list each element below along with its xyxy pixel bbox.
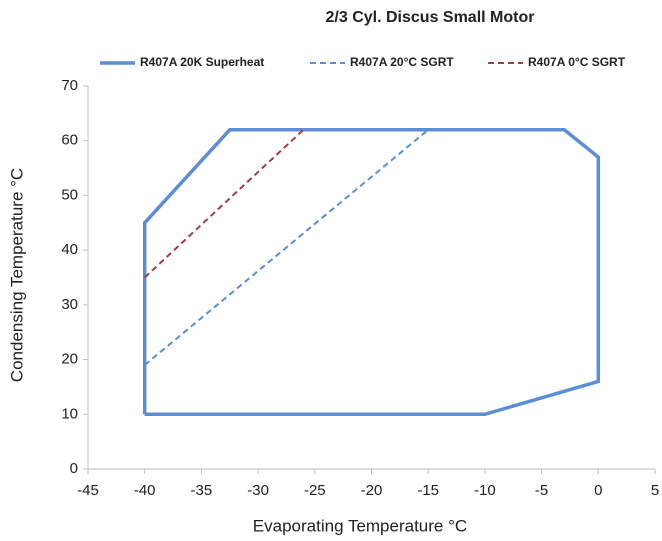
y-tick-label: 10 (61, 405, 78, 422)
y-tick-label: 30 (61, 296, 78, 313)
x-tick-label: 5 (651, 482, 659, 499)
x-tick-label: -15 (417, 482, 439, 499)
chart-title: 2/3 Cyl. Discus Small Motor (326, 9, 535, 26)
x-tick-label: -30 (247, 482, 269, 499)
y-tick-label: 50 (61, 186, 78, 203)
x-tick-label: -40 (134, 482, 156, 499)
legend-label: R407A 20°C SGRT (350, 55, 454, 69)
x-axis-title: Evaporating Temperature °C (253, 516, 467, 535)
y-axis-title: Condensing Temperature °C (7, 168, 26, 382)
x-tick-label: -25 (304, 482, 326, 499)
legend-label: R407A 0°C SGRT (528, 55, 626, 69)
series-line (142, 128, 601, 417)
legend-label: R407A 20K Superheat (140, 55, 264, 69)
x-tick-label: -10 (474, 482, 496, 499)
y-tick-label: 20 (61, 351, 78, 368)
y-tick-label: 0 (70, 460, 78, 477)
x-tick-label: -35 (191, 482, 213, 499)
y-tick-label: 60 (61, 132, 78, 149)
y-tick-label: 70 (61, 77, 78, 94)
x-tick-label: -20 (361, 482, 383, 499)
x-tick-label: -45 (77, 482, 99, 499)
series-line (144, 129, 429, 366)
x-tick-label: -5 (535, 482, 548, 499)
series-line (144, 129, 305, 279)
y-tick-label: 40 (61, 241, 78, 258)
x-tick-label: 0 (594, 482, 602, 499)
